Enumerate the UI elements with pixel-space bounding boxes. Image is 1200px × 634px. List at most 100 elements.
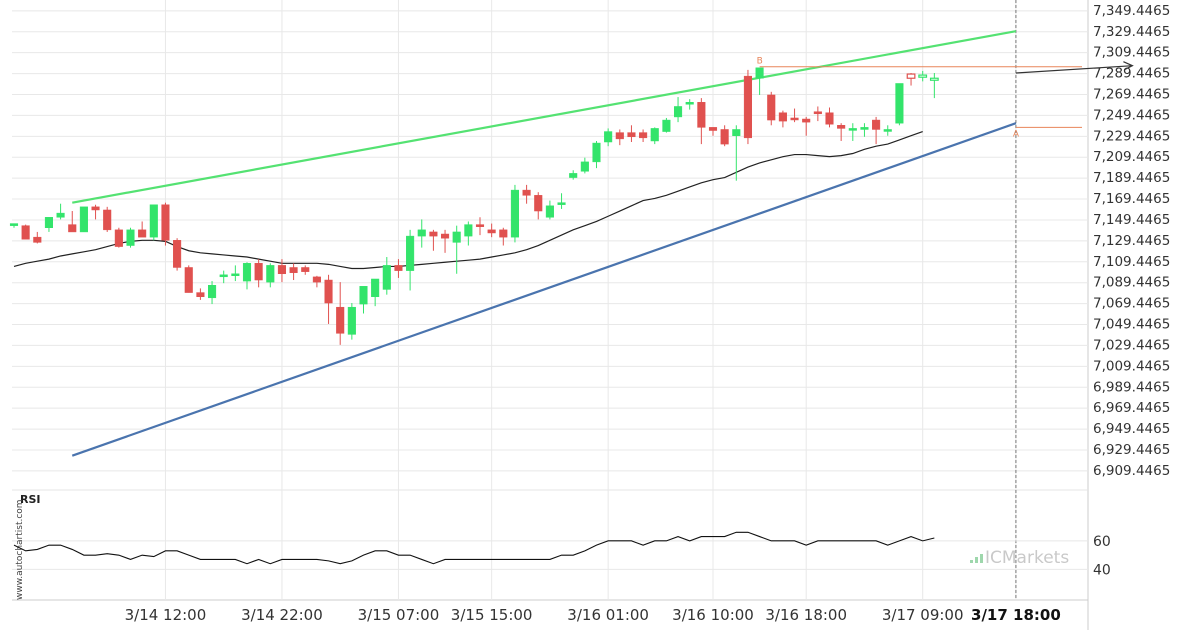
brand-logo-bars-icon — [970, 554, 983, 563]
y-tick-label: 7,209.4465 — [1093, 149, 1170, 165]
candle-body — [103, 209, 112, 231]
candle — [732, 125, 741, 181]
candle-body — [743, 75, 753, 139]
candle — [755, 67, 764, 95]
candle — [336, 282, 345, 345]
y-tick-label: 7,349.4465 — [1093, 3, 1170, 19]
candle-body — [266, 265, 275, 283]
candle-body — [9, 223, 19, 226]
candle — [254, 259, 263, 288]
candle-body — [301, 267, 310, 272]
candle-body — [56, 212, 65, 218]
candle — [324, 274, 333, 324]
candle — [569, 170, 578, 180]
candle — [895, 83, 904, 126]
pattern-label-b: B — [757, 57, 763, 67]
y-tick-label: 7,189.4465 — [1093, 170, 1170, 186]
candle-body — [126, 229, 135, 246]
candle-body — [417, 229, 426, 237]
candle-body — [580, 161, 589, 172]
candle-body — [371, 278, 380, 298]
candle — [231, 265, 240, 282]
candle-body — [569, 173, 578, 178]
candle-body — [592, 142, 601, 163]
candle-body — [860, 127, 869, 130]
candle — [929, 73, 939, 99]
candle-body — [778, 112, 787, 122]
candle — [301, 265, 310, 275]
candle-body — [184, 267, 193, 293]
rsi-line — [13, 531, 935, 565]
candle — [312, 275, 321, 288]
candle — [406, 229, 415, 291]
candle-body — [802, 118, 811, 123]
candle — [872, 116, 881, 145]
candle-body — [173, 240, 182, 268]
candle — [510, 184, 519, 243]
candle — [557, 193, 566, 209]
candle — [9, 223, 19, 228]
candle-body — [359, 286, 368, 305]
y-tick-label: 7,309.4465 — [1093, 45, 1170, 61]
candle-body — [545, 205, 554, 218]
candle-body — [429, 231, 438, 237]
candle — [837, 123, 846, 141]
candle — [743, 69, 753, 145]
support-trendline — [71, 122, 1017, 457]
candle — [56, 203, 65, 220]
candle — [615, 129, 624, 146]
candle-body — [324, 279, 333, 304]
candle — [592, 140, 601, 169]
y-tick-label: 6,969.4465 — [1093, 400, 1170, 416]
candle-body — [394, 265, 403, 271]
candle — [545, 200, 554, 220]
candle — [33, 231, 42, 244]
candle-body — [33, 236, 42, 243]
candle — [883, 125, 892, 136]
y-tick-label: 7,289.4465 — [1093, 66, 1170, 82]
candle-body — [825, 112, 834, 125]
candle — [685, 99, 694, 110]
x-tick-label: 3/17 09:00 — [882, 606, 964, 624]
candle-body — [138, 229, 147, 238]
y-tick-label: 7,049.4465 — [1093, 317, 1170, 333]
candle — [627, 125, 636, 143]
projection-arrowhead-icon — [1123, 61, 1134, 71]
candle-body — [883, 129, 892, 132]
candle — [417, 219, 426, 248]
y-tick-label: 7,109.4465 — [1093, 254, 1170, 270]
candle — [860, 123, 869, 137]
candle — [778, 110, 787, 128]
x-tick-label: 3/16 10:00 — [672, 606, 754, 624]
candle-body — [464, 224, 473, 237]
candle-body — [837, 125, 846, 129]
brand-logo-text: ICMarkets — [985, 548, 1069, 568]
candle-body — [650, 128, 659, 142]
candle — [289, 263, 298, 281]
candle — [825, 107, 834, 128]
candle — [662, 117, 671, 133]
y-tick-label: 6,909.4465 — [1093, 463, 1170, 479]
candle — [242, 262, 252, 290]
candle — [429, 229, 438, 251]
y-tick-label: 6,989.4465 — [1093, 379, 1170, 395]
candle — [906, 73, 916, 86]
candle-body — [557, 202, 566, 205]
candle-body — [755, 67, 764, 79]
candle — [639, 129, 648, 143]
candle-body — [522, 189, 531, 196]
candle-body — [895, 83, 904, 124]
candle — [522, 184, 531, 204]
candle-body — [336, 306, 345, 334]
candle-body — [674, 106, 683, 118]
y-tick-label: 7,329.4465 — [1093, 24, 1170, 40]
y-tick-label: 7,069.4465 — [1093, 296, 1170, 312]
candle-body — [615, 132, 624, 140]
candle — [277, 259, 286, 283]
candle-body — [499, 229, 508, 238]
candle — [208, 281, 217, 305]
candle-body — [21, 225, 30, 240]
candle-body — [161, 204, 170, 241]
